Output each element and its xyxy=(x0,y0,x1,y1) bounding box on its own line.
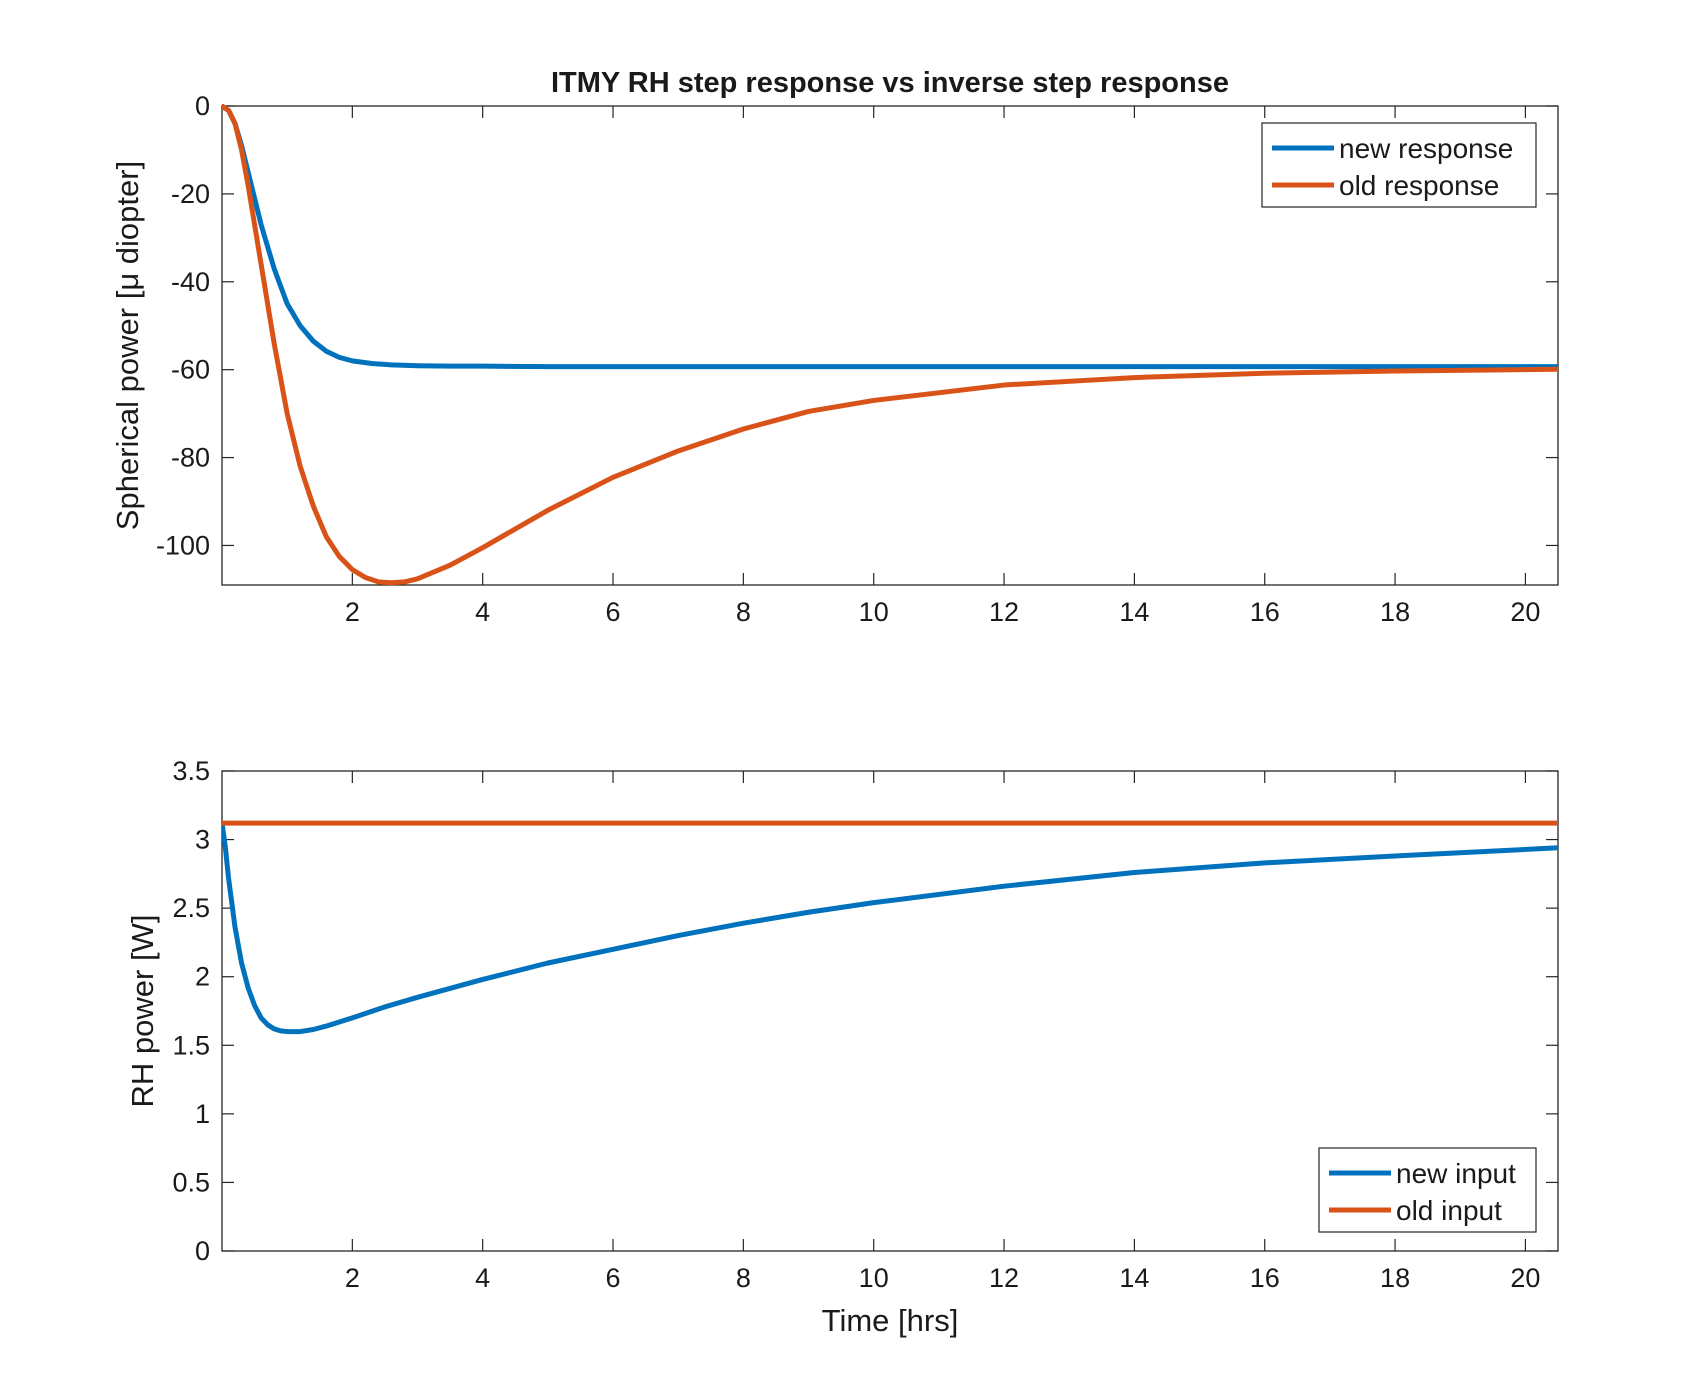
y-tick-label: 1 xyxy=(195,1099,210,1129)
x-axis-label: Time [hrs] xyxy=(822,1303,959,1338)
series-line-old-response xyxy=(222,104,1558,586)
legend-label: new response xyxy=(1339,133,1513,164)
x-tick-label: 10 xyxy=(859,597,889,627)
series-line-new-input xyxy=(222,820,1558,1035)
top-axes: 2 4 6 8 10 12 14 16 18 20 0 -20 -40 -60 -80 -100 Spheric… xyxy=(110,91,1559,627)
x-tick-label: 2 xyxy=(345,597,360,627)
y-tick-label: 2 xyxy=(195,962,210,992)
legend-box xyxy=(1261,122,1537,208)
y-tick-label: 2.5 xyxy=(172,893,210,923)
series-group xyxy=(222,104,1558,586)
x-tick-label: 10 xyxy=(859,1263,889,1293)
x-tick-label: 12 xyxy=(989,1263,1019,1293)
x-tick-label: 18 xyxy=(1380,597,1410,627)
y-tick-label: -60 xyxy=(171,355,210,385)
y-tick-label: 3.5 xyxy=(172,756,210,786)
x-tick-label: 18 xyxy=(1380,1263,1410,1293)
legend-label: new input xyxy=(1396,1158,1516,1189)
x-tick-label: 4 xyxy=(475,597,490,627)
x-tick-label: 4 xyxy=(475,1263,490,1293)
legend-box xyxy=(1318,1147,1537,1233)
x-tick-label: 6 xyxy=(606,597,621,627)
series-line-new-response xyxy=(222,104,1558,370)
series-group xyxy=(222,820,1558,1035)
x-tick-label: 12 xyxy=(989,597,1019,627)
x-tick-label: 14 xyxy=(1119,1263,1149,1293)
x-tick-label: 6 xyxy=(606,1263,621,1293)
legend-label: old input xyxy=(1396,1195,1502,1226)
x-tick-label: 14 xyxy=(1119,597,1149,627)
bottom-axes: 2 4 6 8 10 12 14 16 18 20 0 0.5 1 1.5 2 2.5 3 3.5 Time [hr… xyxy=(125,756,1559,1338)
y-tick-label: 0.5 xyxy=(172,1167,210,1197)
x-tick-label: 16 xyxy=(1250,1263,1280,1293)
y-tick-label: -100 xyxy=(156,530,210,560)
legend: new input old input xyxy=(1318,1147,1537,1233)
x-tick-label: 20 xyxy=(1510,597,1540,627)
x-tick-label: 8 xyxy=(736,1263,751,1293)
legend: new response old response xyxy=(1261,122,1537,208)
y-tick-label: -80 xyxy=(171,443,210,473)
x-tick-label: 8 xyxy=(736,597,751,627)
y-axis-label: Spherical power [μ diopter] xyxy=(110,161,145,530)
x-tick-label: 16 xyxy=(1250,597,1280,627)
y-tick-label: -40 xyxy=(171,267,210,297)
y-tick-label: 3 xyxy=(195,825,210,855)
x-tick-label: 2 xyxy=(345,1263,360,1293)
x-tick-label: 20 xyxy=(1510,1263,1540,1293)
y-tick-label: -20 xyxy=(171,179,210,209)
y-tick-label: 0 xyxy=(195,1236,210,1266)
legend-label: old response xyxy=(1339,170,1499,201)
y-tick-label: 1.5 xyxy=(172,1030,210,1060)
y-tick-label: 0 xyxy=(195,91,210,121)
chart-title: ITMY RH step response vs inverse step re… xyxy=(551,67,1229,99)
y-axis-label: RH power [W] xyxy=(125,915,160,1108)
